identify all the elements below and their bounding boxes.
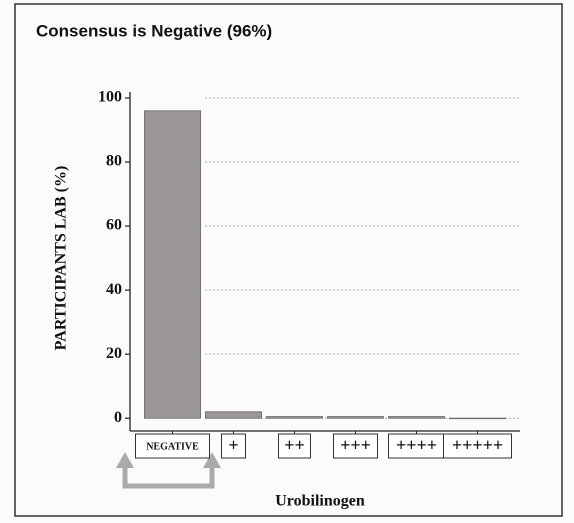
x-tick-label: ++++ xyxy=(396,435,437,455)
y-tick-label: 100 xyxy=(98,89,122,106)
bar xyxy=(266,416,323,419)
category-box xyxy=(278,433,311,459)
bar xyxy=(144,110,201,419)
x-tick-label: +++++ xyxy=(452,435,503,455)
x-tick-label: +++ xyxy=(340,435,371,455)
chart-title: Consensus is Negative (96%) xyxy=(36,21,272,40)
category-box xyxy=(333,433,378,459)
bar xyxy=(205,411,262,419)
category-box xyxy=(443,433,512,459)
x-tick-label: + xyxy=(228,435,238,455)
y-tick-label: 20 xyxy=(106,345,122,362)
x-axis-label: Urobilinogen xyxy=(275,493,365,510)
y-axis-label: PARTICIPANTS LAB (%) xyxy=(53,166,70,351)
y-tick-label: 60 xyxy=(106,217,122,234)
category-box xyxy=(388,433,445,459)
x-tick-label: NEGATIVE xyxy=(146,441,199,452)
category-box xyxy=(135,433,210,459)
bar xyxy=(327,416,384,419)
arrows xyxy=(116,452,221,489)
x-tick-label: ++ xyxy=(284,435,305,455)
category-box xyxy=(221,433,246,459)
bar xyxy=(449,417,506,420)
y-tick-label: 80 xyxy=(106,153,122,170)
y-tick-label: 0 xyxy=(114,409,122,426)
y-tick-label: 40 xyxy=(106,281,122,298)
bar xyxy=(388,416,445,419)
